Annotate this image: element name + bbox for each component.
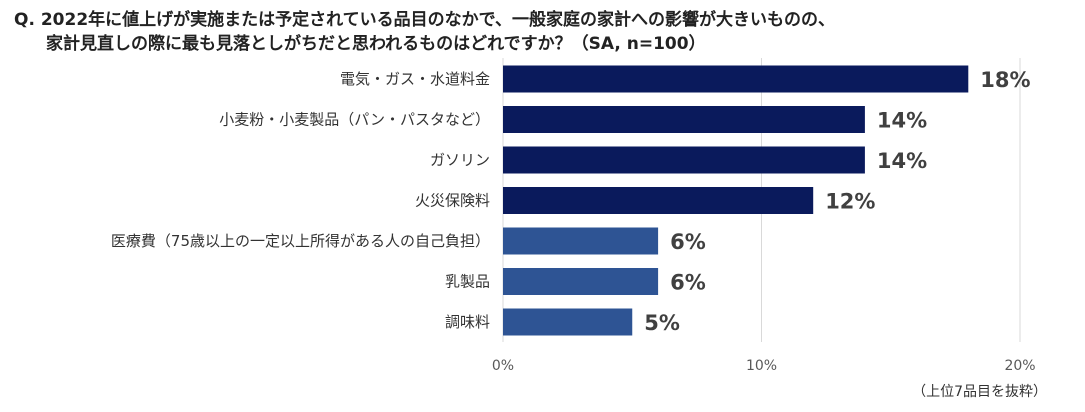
x-tick-label: 0% [492, 358, 514, 374]
category-label: 電気・ガス・水道料金 [340, 70, 490, 88]
category-label: 医療費（75歳以上の一定以上所得がある人の自己負担） [111, 232, 490, 250]
bar [503, 65, 969, 93]
data-label: 12% [825, 190, 875, 214]
footnote: （上位7品目を抜粋） [912, 384, 1047, 400]
x-tick-label: 10% [746, 358, 777, 374]
category-label: 小麦粉・小麦製品（パン・パスタなど） [219, 111, 490, 129]
x-tick-label: 20% [1004, 358, 1035, 374]
category-label: 乳製品 [445, 273, 490, 291]
data-label: 14% [877, 109, 927, 133]
bar [503, 146, 865, 174]
category-label: ガソリン [430, 151, 490, 169]
title-line-2: 家計見直しの際に最も見落としがちだと思われるものはどれですか？（SA, n=10… [46, 34, 706, 54]
category-label: 調味料 [445, 313, 490, 331]
data-label: 18% [980, 68, 1030, 92]
bar [503, 308, 633, 336]
data-label: 14% [877, 149, 927, 173]
chart-title: Q. 2022年に値上げが実施または予定されている品目のなかで、一般家庭の家計へ… [14, 8, 1074, 56]
bar [503, 268, 659, 295]
bar [503, 106, 865, 133]
category-label: 火災保険料 [415, 192, 490, 210]
data-label: 6% [670, 230, 706, 254]
bar [503, 187, 814, 214]
title-line-1: Q. 2022年に値上げが実施または予定されている品目のなかで、一般家庭の家計へ… [14, 10, 835, 30]
bar [503, 227, 659, 255]
data-label: 6% [670, 271, 706, 295]
data-label: 5% [644, 311, 680, 335]
